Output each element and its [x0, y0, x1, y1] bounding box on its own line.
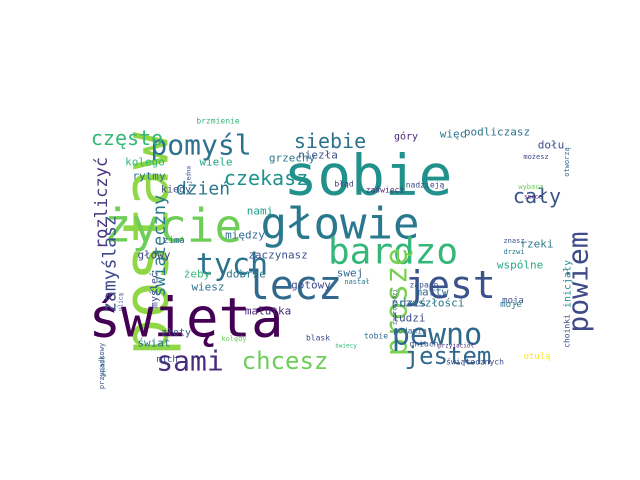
- cloud-word: zima: [163, 236, 185, 246]
- cloud-word: święta: [88, 287, 283, 350]
- cloud-word: świąteczny: [150, 195, 170, 297]
- cloud-word: bardzo: [328, 232, 458, 273]
- cloud-word: więc: [440, 128, 467, 141]
- cloud-word: gotowy: [291, 279, 331, 292]
- cloud-word: zapach: [410, 281, 439, 290]
- cloud-word: chcesz: [242, 347, 329, 375]
- cloud-word: zaświeci: [366, 185, 405, 195]
- cloud-word: serce: [524, 194, 542, 201]
- cloud-word: pomyśl: [150, 129, 251, 162]
- cloud-word: brzmienie: [196, 117, 240, 126]
- cloud-word: żeby: [184, 268, 211, 281]
- cloud-word: przeszłości: [392, 297, 465, 310]
- cloud-word: niezła: [298, 149, 338, 162]
- cloud-word: siebie: [294, 129, 366, 153]
- cloud-word: powiem: [562, 231, 595, 332]
- cloud-word: otworzą: [563, 147, 571, 177]
- cloud-word: martw: [415, 286, 448, 299]
- cloud-word: ludzi: [392, 312, 425, 325]
- cloud-word: znasz: [503, 237, 524, 245]
- cloud-word: cały: [513, 184, 561, 208]
- cloud-word: sami: [156, 345, 223, 378]
- cloud-word: myśleć: [149, 272, 161, 308]
- cloud-word: zaprowadzi: [392, 289, 399, 326]
- cloud-word: często: [91, 126, 163, 150]
- cloud-word: dziś: [400, 297, 427, 310]
- cloud-word: pewno: [392, 318, 482, 353]
- cloud-word: choinki: [563, 314, 572, 348]
- cloud-word: moje: [500, 300, 522, 310]
- cloud-word: blask: [306, 334, 330, 343]
- cloud-word: zaczynasz: [248, 249, 308, 262]
- cloud-word: głowy: [137, 249, 170, 262]
- cloud-word: nich: [156, 355, 178, 365]
- cloud-word: ulicą: [118, 293, 125, 311]
- cloud-word: proszę: [380, 248, 415, 356]
- cloud-word: kolędy: [221, 335, 246, 343]
- cloud-word: dniach: [410, 340, 439, 349]
- cloud-word: kiedy: [161, 185, 191, 196]
- cloud-word: przypadkowy: [98, 343, 106, 389]
- cloud-word: świątecznych: [446, 357, 504, 367]
- cloud-word: zamyślasz: [100, 215, 121, 313]
- cloud-word: swej: [337, 267, 364, 280]
- cloud-word: tych: [196, 248, 268, 283]
- cloud-word: rytmy: [132, 170, 165, 183]
- cloud-word: głowie: [261, 199, 420, 250]
- cloud-word: czekasz: [224, 166, 308, 190]
- cloud-word: otulą: [523, 352, 550, 362]
- cloud-word: moja: [502, 296, 524, 306]
- cloud-word: jest: [404, 263, 496, 307]
- cloud-word: postaw: [110, 131, 183, 356]
- cloud-word: dołu: [538, 139, 565, 152]
- cloud-word: świat: [137, 337, 170, 350]
- cloud-word: drzwi: [503, 248, 524, 256]
- cloud-word: kolego: [125, 156, 165, 169]
- cloud-word: rozliczyć: [92, 157, 112, 249]
- cloud-word: podanie: [393, 327, 427, 336]
- cloud-word: góry: [394, 131, 418, 143]
- cloud-word: sobie: [284, 144, 453, 209]
- cloud-word: możesz: [523, 153, 548, 161]
- cloud-word: między: [225, 229, 265, 242]
- cloud-word: jedna: [186, 166, 193, 184]
- cloud-word: wiele: [199, 156, 232, 169]
- cloud-word: rzeki: [520, 238, 553, 251]
- cloud-word: nastał: [344, 278, 369, 286]
- cloud-word: gwiazd: [100, 356, 107, 378]
- cloud-word: grzechy: [269, 152, 316, 165]
- cloud-word: lecz: [246, 263, 342, 309]
- cloud-word: życie: [104, 199, 242, 253]
- cloud-word: błąd: [334, 180, 353, 189]
- cloud-word: nami: [247, 205, 274, 218]
- cloud-word: malutka: [245, 305, 291, 318]
- cloud-word: dobrze: [226, 268, 266, 281]
- cloud-word: wspólne: [497, 259, 543, 272]
- cloud-word: wiesz: [191, 281, 224, 294]
- cloud-word: jestem: [405, 342, 492, 370]
- cloud-word: podliczasz: [464, 126, 530, 139]
- cloud-word: inicjały: [563, 260, 574, 308]
- cloud-word: przyjaciół: [438, 343, 475, 350]
- cloud-word: wybacz: [518, 183, 543, 191]
- cloud-word: dzień: [176, 179, 230, 200]
- cloud-word: nadzieją: [406, 181, 445, 190]
- cloud-word: świecy: [335, 343, 357, 350]
- cloud-word: tobie: [364, 332, 388, 341]
- cloud-word: złoty: [161, 328, 191, 339]
